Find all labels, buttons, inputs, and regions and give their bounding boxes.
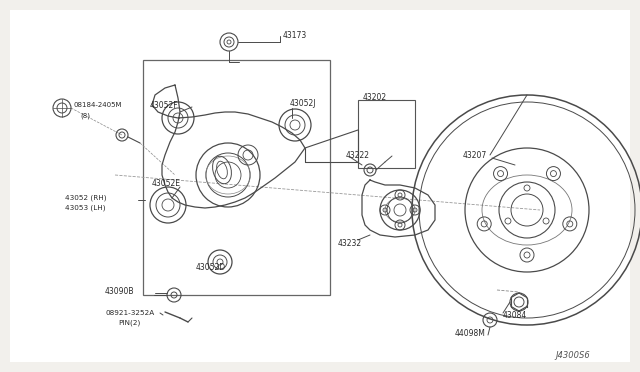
Text: 43053 (LH): 43053 (LH) <box>65 205 106 211</box>
Text: 43052F: 43052F <box>150 100 179 109</box>
Polygon shape <box>362 180 435 237</box>
Bar <box>358 100 415 168</box>
Text: 08921-3252A: 08921-3252A <box>105 310 154 316</box>
Text: PIN(2): PIN(2) <box>118 320 140 326</box>
Text: 43052E: 43052E <box>152 179 181 187</box>
Text: 43052 (RH): 43052 (RH) <box>65 195 106 201</box>
Text: J4300S6: J4300S6 <box>555 352 589 360</box>
Bar <box>143 60 330 295</box>
Text: (8): (8) <box>80 113 90 119</box>
Text: 43232: 43232 <box>338 238 362 247</box>
Text: 43090B: 43090B <box>105 288 134 296</box>
Text: 43173: 43173 <box>283 31 307 39</box>
Text: 43207: 43207 <box>463 151 487 160</box>
Text: 08184-2405M: 08184-2405M <box>73 102 122 108</box>
Text: 43202: 43202 <box>363 93 387 103</box>
Text: 43084: 43084 <box>503 311 527 321</box>
Text: 43222: 43222 <box>346 151 370 160</box>
Text: 44098M: 44098M <box>455 328 486 337</box>
Text: 43052J: 43052J <box>290 99 317 108</box>
Text: 43052D: 43052D <box>196 263 226 273</box>
